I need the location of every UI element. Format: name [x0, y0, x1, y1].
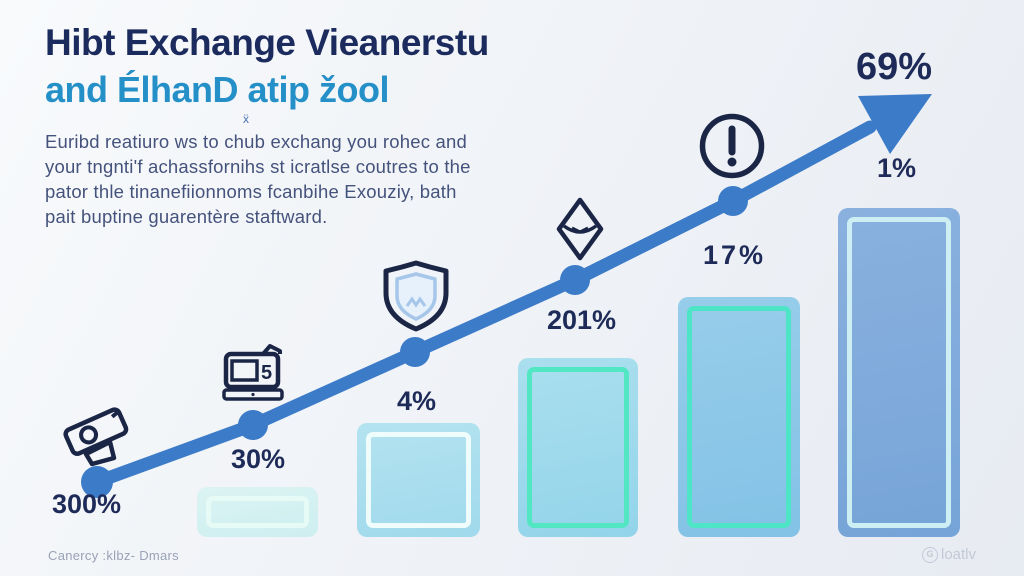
value-label-30pct: 30%	[231, 444, 286, 474]
trend-dot	[560, 265, 590, 295]
bar-4pct	[357, 423, 480, 537]
bar-inner-border	[687, 306, 791, 528]
bar-inner-border	[847, 217, 951, 528]
bar-1pct	[838, 208, 960, 537]
value-label-1pct: 1%	[877, 153, 917, 183]
trend-dot	[81, 466, 113, 498]
value-label-300pct: 300%	[52, 489, 122, 519]
bar-inner-border	[366, 432, 471, 528]
description-line: pator thle tinanefiionnoms fcanbihe Exou…	[45, 181, 457, 202]
page-subtitle: and ÉlhanD atip žool	[45, 69, 390, 110]
description: Euribd reatiuro ws to chub exchang you r…	[45, 129, 471, 229]
bar-inner-border	[527, 367, 629, 528]
stray-artifact-mark: ẍ	[243, 112, 249, 126]
page-title: Hibt Exchange Vieanerstu	[45, 22, 489, 63]
trend-arrowhead-icon	[858, 94, 932, 154]
trend-dot	[718, 186, 748, 216]
value-label-201pct: 201%	[547, 305, 617, 335]
ethereum-icon	[556, 197, 604, 261]
footer-caption: Canercy :klbz- Dmars	[48, 548, 179, 563]
money-icon	[63, 407, 129, 467]
shield-icon	[383, 260, 449, 332]
description-line: your tngnti'f achassfornihs st icratlse …	[45, 156, 471, 177]
trend-dot	[238, 410, 268, 440]
svg-text:5: 5	[261, 362, 272, 384]
trend-dot	[400, 337, 430, 367]
value-label-4pct: 4%	[397, 386, 437, 416]
description-line: pait buptine guarentère staftward.	[45, 206, 328, 227]
watermark-logo-icon: G	[922, 546, 938, 563]
value-label-69pct: 69%	[856, 46, 933, 88]
watermark: G loatlv	[922, 546, 976, 563]
bar-inner-border	[206, 496, 309, 528]
bar-30pct	[197, 487, 318, 537]
bar-17pct	[678, 297, 800, 537]
alert-icon	[699, 113, 765, 179]
laptop-icon: 5	[222, 344, 284, 401]
watermark-text: loatlv	[941, 546, 977, 563]
description-line: Euribd reatiuro ws to chub exchang you r…	[45, 131, 467, 152]
trend-line	[90, 120, 877, 489]
value-label-17pct: 17%	[703, 240, 767, 270]
bar-201pct	[518, 358, 638, 537]
